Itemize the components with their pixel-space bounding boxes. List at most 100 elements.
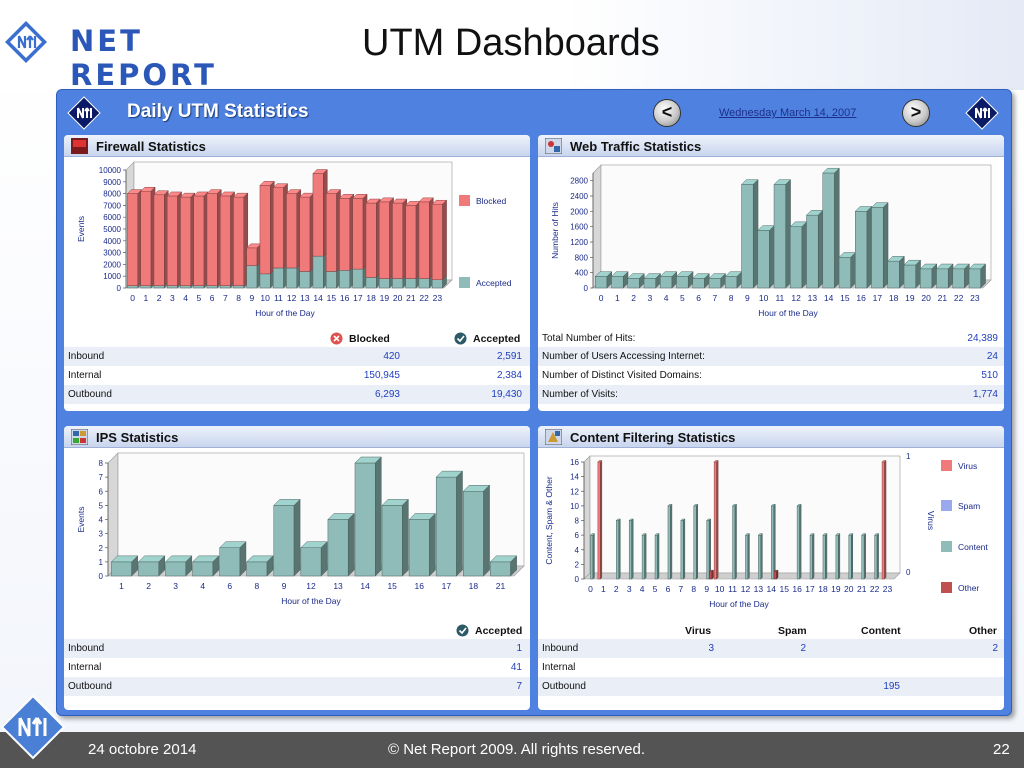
row-value: 1: [516, 643, 522, 654]
x-tick-label: 7: [713, 293, 718, 303]
x-tick-label: 18: [889, 293, 899, 303]
bar-blocked: [259, 180, 275, 275]
bar: [935, 263, 954, 289]
x-tick-label: 20: [921, 293, 931, 303]
footer-copyright: © Net Report 2009. All rights reserved.: [388, 741, 646, 758]
x-tick-label: 23: [433, 293, 443, 303]
y-tick-label: 4: [575, 546, 580, 555]
table-row: Number of Visits: 1,774: [538, 385, 1004, 404]
y-tick-label: 2000: [103, 260, 121, 269]
bar: [757, 225, 775, 289]
y-tick-label: 8000: [103, 190, 121, 199]
y-tick-label: 2000: [570, 207, 588, 216]
bar: [919, 263, 938, 289]
row-label: Internal: [542, 662, 576, 673]
legend-label-other: Other: [958, 583, 979, 593]
y-tick-label: 5: [99, 501, 104, 510]
chart-side-wall: [592, 164, 602, 289]
x-tick-label: 7: [679, 584, 684, 594]
bar: [692, 273, 710, 289]
firewall-title: Firewall Statistics: [96, 139, 206, 154]
x-tick-label: 20: [844, 584, 854, 594]
bar: [219, 541, 247, 577]
legend-swatch-accepted: [459, 277, 470, 288]
y-tick-label: 8: [99, 459, 104, 468]
x-axis-label: Hour of the Day: [709, 599, 769, 609]
bar-blocked: [166, 191, 183, 287]
y-tick-label: 0: [584, 284, 589, 293]
bar-other: [773, 569, 779, 580]
x-tick-label: 23: [883, 584, 893, 594]
x-tick-label: 17: [442, 581, 452, 591]
x-tick-label: 14: [313, 293, 323, 303]
x-tick-label: 14: [360, 581, 370, 591]
y-tick-label: 7000: [103, 201, 121, 210]
dashboard-title: Daily UTM Statistics: [127, 101, 309, 122]
legend-label-accepted: Accepted: [476, 278, 512, 288]
x-tick-label: 16: [415, 581, 425, 591]
current-date-link[interactable]: Wednesday March 14, 2007: [719, 107, 857, 119]
bar: [191, 555, 220, 577]
row-label: Number of Distinct Visited Domains:: [542, 370, 702, 381]
x-tick-label: 15: [840, 293, 850, 303]
blocked-value: 6,293: [374, 389, 400, 400]
bar: [805, 209, 824, 289]
blocked-value: 150,945: [363, 370, 400, 381]
bar-virus: [597, 459, 603, 580]
ips-panel-header: IPS Statistics: [64, 426, 530, 448]
y-tick-label: 2: [575, 560, 580, 569]
x-tick-label: 16: [856, 293, 866, 303]
bar: [887, 255, 905, 289]
x-tick-label: 5: [653, 584, 658, 594]
x-tick-label: 9: [250, 293, 255, 303]
x-tick-label: 1: [601, 584, 606, 594]
y-tick-label: 14: [570, 473, 579, 482]
x-tick-label: 16: [340, 293, 350, 303]
x-tick-label: 15: [327, 293, 337, 303]
x-tick-label: 3: [173, 581, 178, 591]
bar: [354, 456, 382, 577]
bar: [643, 273, 662, 289]
bar-content: [848, 533, 854, 580]
y-tick-label: 2800: [570, 177, 588, 186]
x-tick-label: 10: [715, 584, 725, 594]
bar-content: [628, 518, 634, 580]
x-tick-label: 13: [754, 584, 764, 594]
bar: [327, 512, 355, 577]
x-tick-label: 21: [496, 581, 506, 591]
x-tick-label: 21: [406, 293, 416, 303]
y-tick-label: 12: [570, 487, 579, 496]
bar: [462, 484, 491, 577]
legend-label-content: Content: [958, 542, 988, 552]
bar: [789, 221, 808, 289]
other-value: 2: [992, 643, 998, 654]
x-tick-label: 8: [691, 584, 696, 594]
next-day-button[interactable]: >: [902, 99, 930, 127]
legend-label-blocked: Blocked: [476, 196, 507, 206]
bar: [110, 555, 139, 577]
y-axis-label: Events: [76, 216, 86, 242]
bar: [659, 271, 678, 289]
x-tick-label: 0: [599, 293, 604, 303]
home-diamond-icon-right[interactable]: [965, 96, 999, 130]
x-tick-label: 12: [306, 581, 316, 591]
previous-day-button[interactable]: <: [653, 99, 681, 127]
bar-content: [822, 533, 828, 580]
row-label: Internal: [68, 662, 102, 673]
blocked-value: 420: [383, 351, 400, 362]
bar-content: [706, 518, 712, 580]
bar-content: [680, 518, 686, 580]
home-diamond-icon[interactable]: [67, 96, 101, 130]
legend-swatch-content: [941, 541, 952, 552]
bar-other: [708, 569, 715, 580]
x-tick-label: 16: [792, 584, 802, 594]
y-tick-label: 1: [99, 558, 104, 567]
firewall-panel-header: Firewall Statistics: [64, 135, 530, 157]
spam-column-header: Spam: [778, 625, 807, 637]
table-row: Inbound 420 2,591: [64, 347, 530, 366]
y-tick-label: 1000: [103, 272, 121, 281]
x-tick-label: 4: [183, 293, 188, 303]
